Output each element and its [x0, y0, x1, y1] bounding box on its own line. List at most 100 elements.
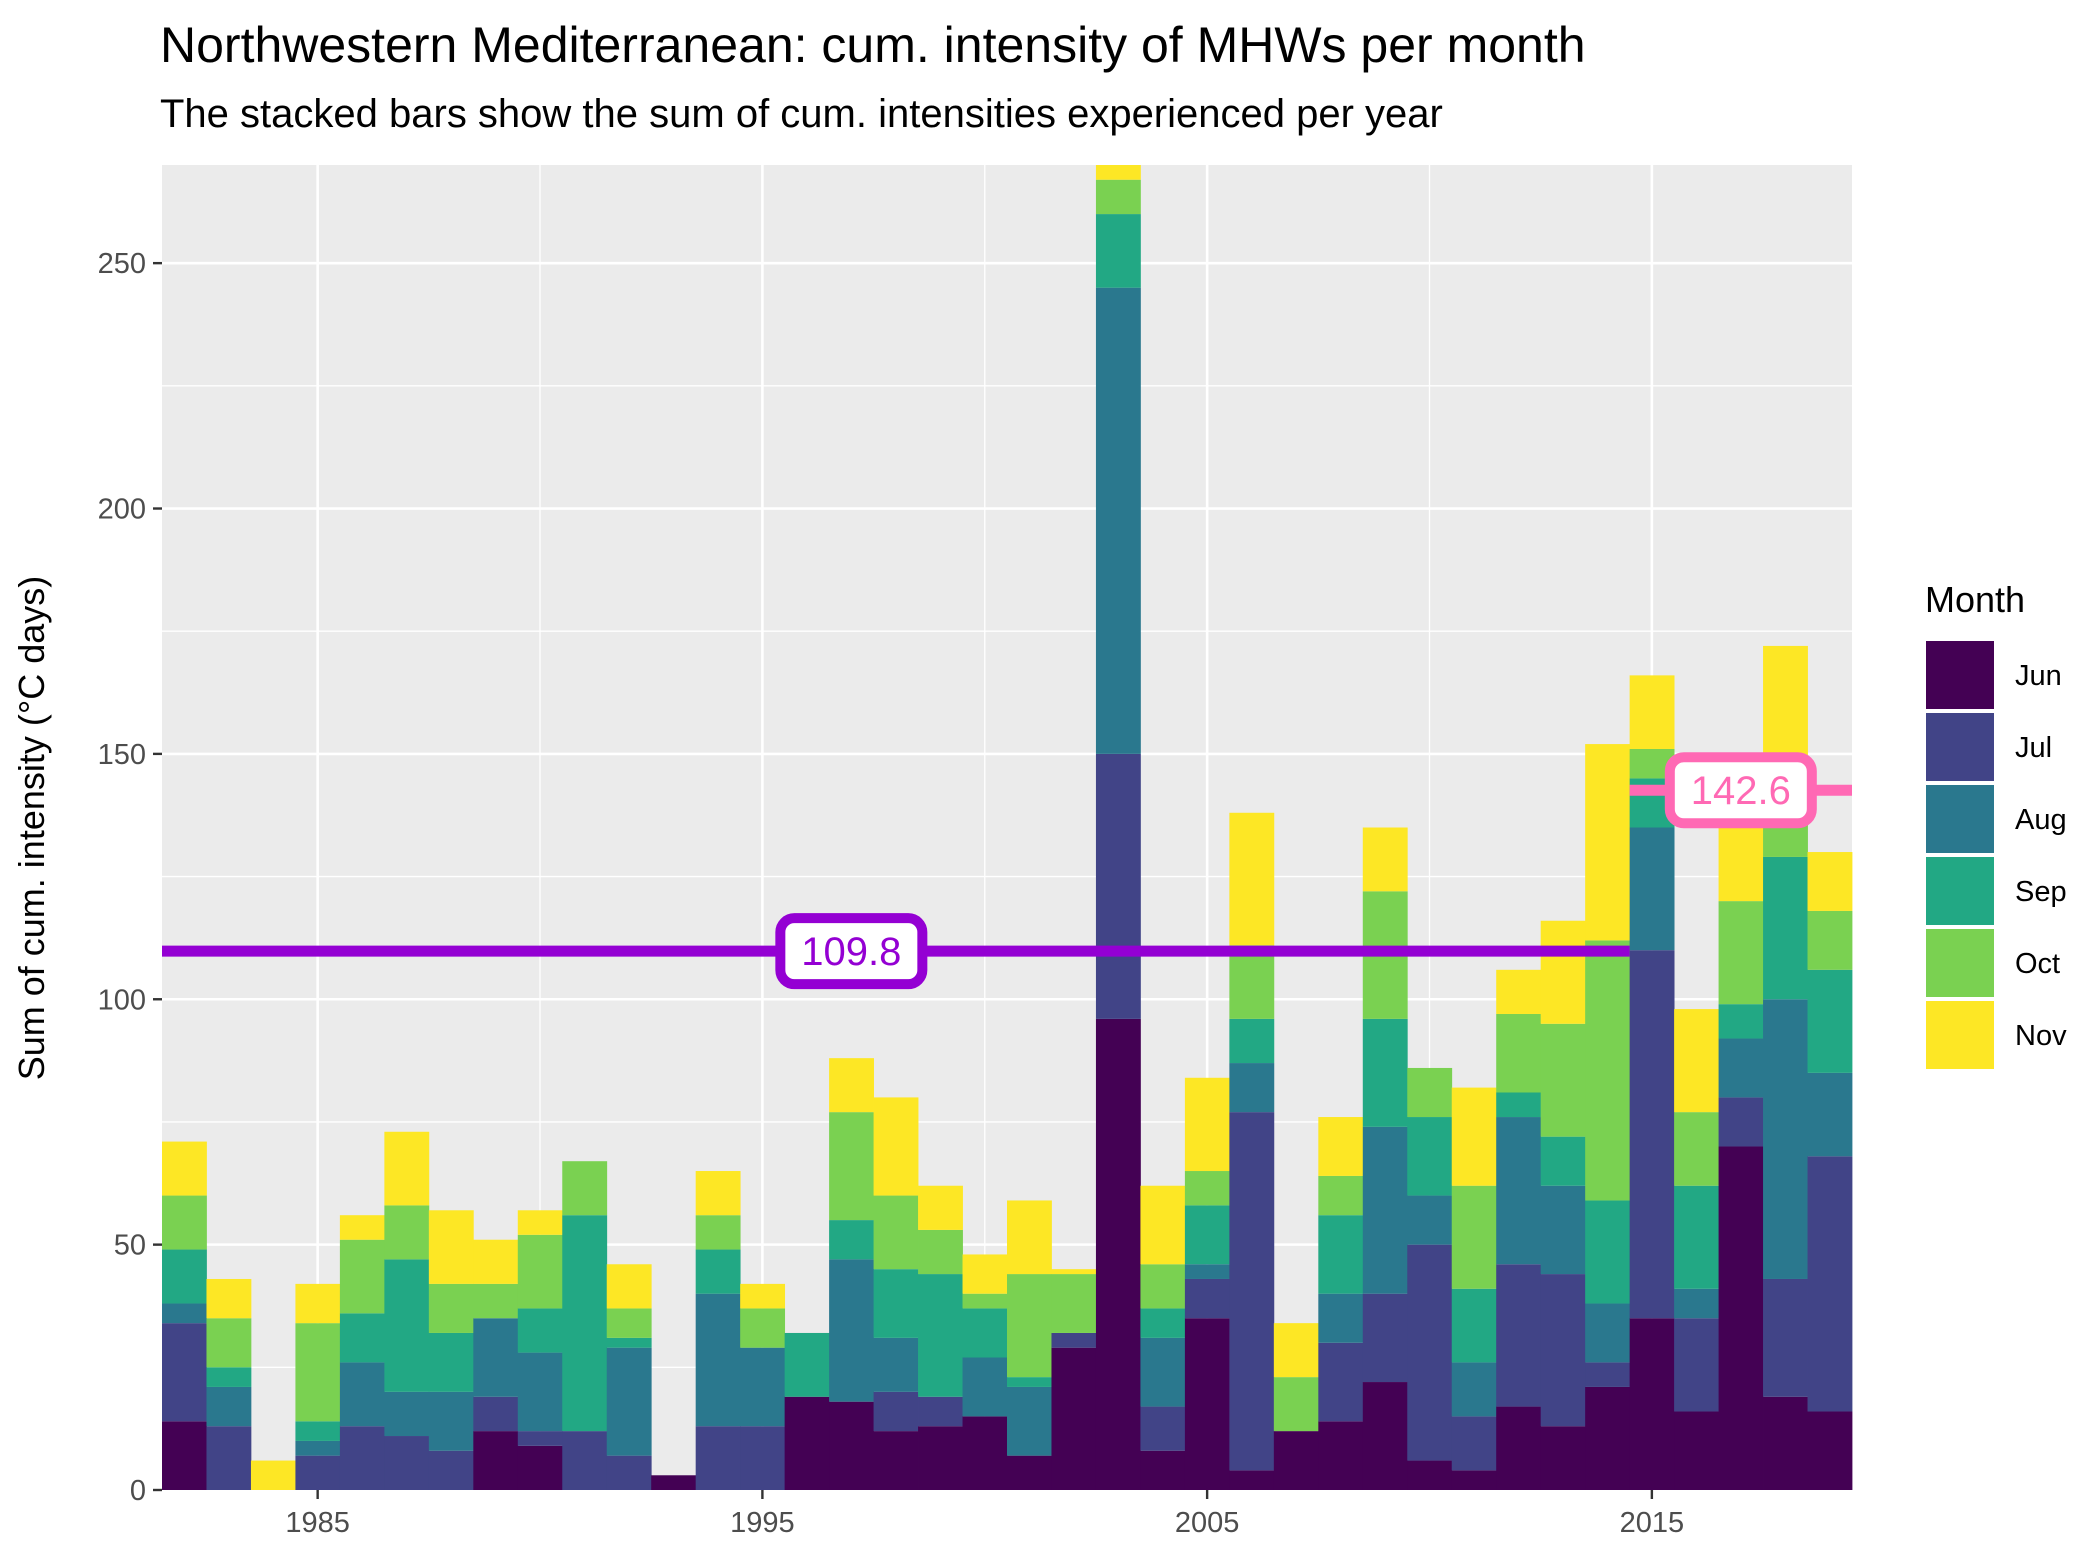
bar-segment-jun-1989 [473, 1431, 519, 1490]
bar-segment-jul-1998 [873, 1391, 919, 1432]
bar-segment-oct-2014 [1585, 940, 1631, 1201]
bar-segment-sep-2018 [1763, 856, 1808, 1000]
bar-segment-jul-1987 [384, 1436, 430, 1490]
bar-segment-jul-2014 [1585, 1362, 1631, 1387]
x-tick-label: 1995 [730, 1507, 795, 1539]
chart-title: Northwestern Mediterranean: cum. intensi… [160, 17, 1586, 73]
bar-segment-oct-1998 [873, 1195, 919, 1270]
bar-segment-oct-2013 [1540, 1023, 1586, 1137]
bar-segment-jun-1996 [784, 1396, 830, 1490]
bar-segment-aug-2015 [1629, 827, 1675, 951]
bar-segment-jun-2004 [1140, 1450, 1186, 1490]
bar-segment-aug-2000 [962, 1357, 1008, 1417]
bar-segment-jun-2003 [1095, 1018, 1141, 1490]
bar-segment-jul-2019 [1807, 1156, 1853, 1412]
bar-segment-sep-1998 [873, 1269, 919, 1338]
bar-segment-oct-2001 [1007, 1274, 1052, 1378]
bar-segment-nov-2006 [1229, 812, 1275, 946]
bar-segment-sep-1991 [562, 1215, 608, 1432]
y-tick-label: 50 [114, 1230, 146, 1262]
bar-segment-nov-1984 [250, 1460, 296, 1490]
bar-segment-jun-2008 [1318, 1421, 1364, 1490]
bar-segment-nov-2005 [1184, 1077, 1230, 1172]
bar-segment-jul-1994 [695, 1426, 741, 1490]
bar-segment-jul-2017 [1718, 1097, 1764, 1147]
bar-segment-jun-2012 [1496, 1406, 1542, 1490]
bar-segment-jun-2005 [1184, 1318, 1230, 1490]
bar-segment-jun-1990 [517, 1445, 563, 1490]
bar-segment-jun-1993 [651, 1475, 697, 1490]
y-tick-label: 0 [130, 1475, 146, 1507]
bar-segment-sep-2019 [1807, 969, 1853, 1073]
legend-label-aug: Aug [2015, 804, 2067, 836]
bar-segment-nov-2013 [1540, 920, 1586, 1024]
bar-segment-oct-1985 [295, 1323, 341, 1422]
bar-segment-oct-2011 [1451, 1185, 1497, 1289]
bar-segment-sep-2012 [1496, 1092, 1542, 1118]
bar-segment-sep-2004 [1140, 1308, 1186, 1338]
bar-segment-sep-2000 [962, 1308, 1008, 1358]
bar-segment-nov-2015 [1629, 675, 1675, 749]
legend-label-oct: Oct [2015, 948, 2060, 980]
bar-segment-aug-2019 [1807, 1072, 1853, 1157]
bar-segment-aug-2011 [1451, 1362, 1497, 1417]
bar-segment-oct-1995 [740, 1308, 786, 1348]
bar-segment-jul-1990 [517, 1431, 563, 1446]
bar-segment-jun-2002 [1051, 1347, 1097, 1490]
bar-segment-nov-1986 [339, 1215, 385, 1240]
bar-segment-sep-1982 [162, 1249, 207, 1304]
bar-segment-aug-1995 [740, 1347, 786, 1427]
x-tick-label: 2005 [1175, 1507, 1240, 1539]
bar-segment-jul-1983 [206, 1426, 252, 1490]
bar-segment-sep-1992 [606, 1337, 652, 1348]
bar-segment-sep-2017 [1718, 1004, 1764, 1039]
y-tick-label: 100 [98, 984, 146, 1016]
legend-label-jul: Jul [2015, 732, 2052, 764]
bar-segment-aug-2014 [1585, 1303, 1631, 1363]
bar-segment-nov-1982 [162, 1141, 207, 1196]
mean-annotations: 109.8 142.6 [162, 752, 1852, 990]
bar-segment-sep-1985 [295, 1421, 341, 1441]
bar-segment-oct-1987 [384, 1205, 430, 1260]
x-tick-label: 2015 [1620, 1507, 1685, 1539]
bar-segment-aug-1994 [695, 1293, 741, 1427]
mean-label-box-2 [1664, 752, 1817, 829]
bar-segment-jul-2012 [1496, 1264, 1542, 1407]
bar-segment-sep-1999 [918, 1274, 963, 1397]
bar-segment-aug-1998 [873, 1337, 919, 1392]
bar-segment-jul-1986 [339, 1426, 385, 1490]
bar-segment-nov-2003 [1095, 165, 1141, 180]
bar-segment-aug-1992 [606, 1347, 652, 1456]
bar-segment-nov-1987 [384, 1131, 430, 1206]
bar-segment-aug-2013 [1540, 1185, 1586, 1275]
bar-segment-nov-1995 [740, 1283, 786, 1309]
bar-segment-oct-2000 [962, 1293, 1008, 1309]
bar-segment-jul-1989 [473, 1396, 519, 1432]
bar-segment-nov-2012 [1496, 969, 1542, 1014]
bar-segment-jun-2000 [962, 1416, 1008, 1490]
bar-segment-nov-2001 [1007, 1200, 1052, 1275]
bar-segment-aug-2005 [1184, 1264, 1230, 1279]
axes: 0 50 100 150 200 250 1985 1995 2005 2015 [98, 248, 1685, 1539]
bar-segment-aug-2003 [1095, 287, 1141, 754]
bar-segment-aug-1989 [473, 1318, 519, 1397]
bar-segment-nov-2004 [1140, 1185, 1186, 1265]
mean-label-box-1 [775, 913, 928, 990]
bar-segment-oct-1989 [473, 1283, 519, 1319]
bar-segment-sep-2013 [1540, 1136, 1586, 1186]
bar-segment-jul-2015 [1629, 950, 1675, 1319]
bar-segment-sep-2003 [1095, 214, 1141, 288]
bar-segment-nov-2002 [1051, 1269, 1097, 1275]
bar-segment-nov-1985 [295, 1283, 341, 1324]
bar-segment-aug-2001 [1007, 1386, 1052, 1456]
bar-segment-aug-1990 [517, 1352, 563, 1432]
bar-segment-jun-2014 [1585, 1386, 1631, 1490]
bar-segment-aug-2012 [1496, 1117, 1542, 1265]
bar-segment-jul-2003 [1095, 753, 1141, 1019]
bar-segment-jun-2018 [1763, 1396, 1808, 1490]
bar-segment-oct-1982 [162, 1195, 207, 1250]
legend-key-oct [1924, 927, 1996, 999]
bar-segment-jul-2016 [1674, 1318, 1719, 1412]
bar-segment-jun-2011 [1451, 1470, 1497, 1490]
bar-segment-jun-1982 [162, 1421, 207, 1490]
